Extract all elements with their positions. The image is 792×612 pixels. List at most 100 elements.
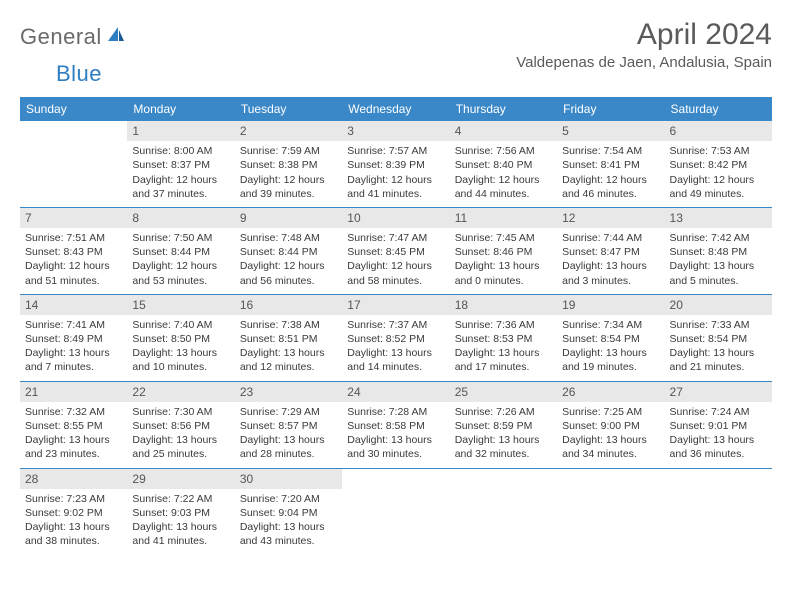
day-info-line: Daylight: 13 hours [132,520,229,534]
day-info-line: Sunrise: 7:29 AM [240,405,337,419]
day-cell: 12Sunrise: 7:44 AMSunset: 8:47 PMDayligh… [557,207,664,294]
day-info-line: Sunrise: 7:56 AM [455,144,552,158]
day-cell: 16Sunrise: 7:38 AMSunset: 8:51 PMDayligh… [235,294,342,381]
day-info-line: Sunrise: 7:50 AM [132,231,229,245]
day-info-line: Sunrise: 7:33 AM [670,318,767,332]
day-info-line: Sunset: 8:42 PM [670,158,767,172]
day-info-line: Daylight: 13 hours [25,520,122,534]
day-info-line: Sunrise: 7:53 AM [670,144,767,158]
day-info-line: Daylight: 13 hours [347,346,444,360]
day-cell: 21Sunrise: 7:32 AMSunset: 8:55 PMDayligh… [20,381,127,468]
week-row: 28Sunrise: 7:23 AMSunset: 9:02 PMDayligh… [20,468,772,554]
day-number: 11 [450,208,557,228]
day-number: 27 [665,382,772,402]
day-cell: 24Sunrise: 7:28 AMSunset: 8:58 PMDayligh… [342,381,449,468]
day-info-line: Sunrise: 7:59 AM [240,144,337,158]
day-cell: 8Sunrise: 7:50 AMSunset: 8:44 PMDaylight… [127,207,234,294]
day-info-line: Daylight: 13 hours [455,433,552,447]
day-cell: 11 Sunrise: 7:45 AMSunset: 8:46 PMDayligh… [450,207,557,294]
day-header: Tuesday [235,97,342,121]
day-info-line: and 12 minutes. [240,360,337,374]
day-info-line: and 21 minutes. [670,360,767,374]
day-info-line: Daylight: 13 hours [25,433,122,447]
day-info-line: Sunrise: 7:26 AM [455,405,552,419]
day-info-line: Daylight: 12 hours [347,173,444,187]
day-info-line: Daylight: 12 hours [562,173,659,187]
day-cell: 27Sunrise: 7:24 AMSunset: 9:01 PMDayligh… [665,381,772,468]
day-info-line: Sunset: 8:54 PM [670,332,767,346]
logo-sail-icon [106,25,126,48]
day-info-line: Sunset: 8:50 PM [132,332,229,346]
day-info-line: and 38 minutes. [25,534,122,548]
logo: General [20,18,128,50]
day-cell: 13Sunrise: 7:42 AMSunset: 8:48 PMDayligh… [665,207,772,294]
day-header: Monday [127,97,234,121]
day-header: Thursday [450,97,557,121]
day-number: 30 [235,469,342,489]
day-info-line: Daylight: 12 hours [240,259,337,273]
day-cell: 9Sunrise: 7:48 AMSunset: 8:44 PMDaylight… [235,207,342,294]
month-title: April 2024 [516,18,772,52]
day-info-line: and 58 minutes. [347,274,444,288]
day-info-line: Sunrise: 7:47 AM [347,231,444,245]
day-cell: 19Sunrise: 7:34 AMSunset: 8:54 PMDayligh… [557,294,664,381]
logo-word-2: Blue [56,61,102,87]
day-info-line: Daylight: 12 hours [455,173,552,187]
day-info-line: Sunrise: 7:23 AM [25,492,122,506]
day-info-line: Daylight: 13 hours [240,433,337,447]
day-cell: 22Sunrise: 7:30 AMSunset: 8:56 PMDayligh… [127,381,234,468]
day-info-line: Sunrise: 7:36 AM [455,318,552,332]
day-info-line: Sunset: 8:56 PM [132,419,229,433]
logo-word-1: General [20,24,102,50]
day-info-line: Sunrise: 7:20 AM [240,492,337,506]
location-subtitle: Valdepenas de Jaen, Andalusia, Spain [516,54,772,71]
day-cell: 29Sunrise: 7:22 AMSunset: 9:03 PMDayligh… [127,468,234,554]
day-cell: 10Sunrise: 7:47 AMSunset: 8:45 PMDayligh… [342,207,449,294]
day-info-line: and 49 minutes. [670,187,767,201]
day-info-line: Daylight: 13 hours [455,259,552,273]
day-info-line: and 46 minutes. [562,187,659,201]
day-info-line: Sunset: 9:00 PM [562,419,659,433]
day-cell: 26Sunrise: 7:25 AMSunset: 9:00 PMDayligh… [557,381,664,468]
day-cell: . [342,468,449,554]
day-info-line: Daylight: 13 hours [562,259,659,273]
day-number: 17 [342,295,449,315]
day-info-line: Sunrise: 7:57 AM [347,144,444,158]
day-info-line: Daylight: 13 hours [670,433,767,447]
day-info-line: Daylight: 12 hours [670,173,767,187]
day-number: 13 [665,208,772,228]
day-info-line: Daylight: 12 hours [240,173,337,187]
day-number: 24 [342,382,449,402]
day-info-line: Sunrise: 7:44 AM [562,231,659,245]
day-info-line: and 37 minutes. [132,187,229,201]
day-info-line: Sunset: 8:48 PM [670,245,767,259]
day-cell: 17Sunrise: 7:37 AMSunset: 8:52 PMDayligh… [342,294,449,381]
day-number: 18 [450,295,557,315]
day-info-line: Daylight: 13 hours [455,346,552,360]
day-cell: 18Sunrise: 7:36 AMSunset: 8:53 PMDayligh… [450,294,557,381]
day-cell: . [665,468,772,554]
day-info-line: Sunset: 8:46 PM [455,245,552,259]
day-info-line: Sunset: 8:40 PM [455,158,552,172]
day-cell: . [450,468,557,554]
day-cell: 30Sunrise: 7:20 AMSunset: 9:04 PMDayligh… [235,468,342,554]
day-cell: 23Sunrise: 7:29 AMSunset: 8:57 PMDayligh… [235,381,342,468]
day-info-line: Sunset: 8:38 PM [240,158,337,172]
day-number: 19 [557,295,664,315]
day-info-line: Sunrise: 7:37 AM [347,318,444,332]
day-info-line: Sunrise: 7:22 AM [132,492,229,506]
day-info-line: Sunset: 9:03 PM [132,506,229,520]
day-info-line: Daylight: 12 hours [347,259,444,273]
day-info-line: Daylight: 13 hours [240,520,337,534]
day-number: 21 [20,382,127,402]
day-info-line: Sunset: 8:39 PM [347,158,444,172]
day-info-line: Sunrise: 7:41 AM [25,318,122,332]
day-info-line: and 56 minutes. [240,274,337,288]
day-info-line: Sunrise: 7:45 AM [455,231,552,245]
day-cell: . [557,468,664,554]
day-number: 25 [450,382,557,402]
calendar-page: General April 2024 Valdepenas de Jaen, A… [0,0,792,566]
day-info-line: and 5 minutes. [670,274,767,288]
day-info-line: and 43 minutes. [240,534,337,548]
day-info-line: and 34 minutes. [562,447,659,461]
